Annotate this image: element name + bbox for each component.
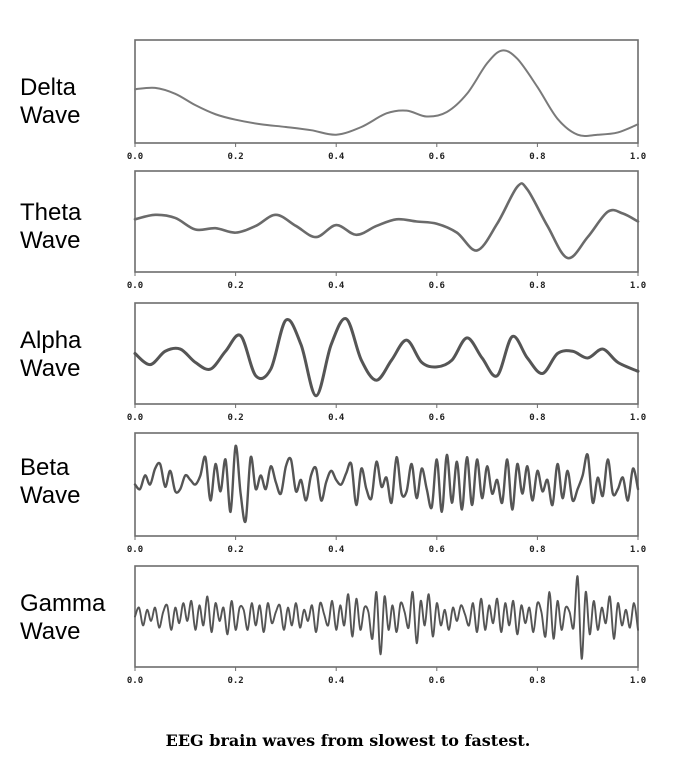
- x-tick-label: 0.0: [127, 281, 143, 291]
- x-tick-label: 0.0: [127, 545, 143, 555]
- x-tick-label: 1.0: [630, 413, 646, 423]
- x-tick-label: 0.8: [529, 152, 545, 162]
- panel-label-beta: Beta Wave: [20, 454, 135, 510]
- panel-label-line1: Theta: [20, 199, 82, 226]
- panel-delta: 0.0 0.2 0.4 0.6 0.8 1.0: [127, 39, 646, 162]
- wave-line-theta: [133, 182, 640, 260]
- x-tick-label: 0.6: [429, 676, 445, 686]
- panel-beta: 0.0 0.2 0.4 0.6 0.8 1.0: [127, 432, 646, 555]
- panel-gamma: 0.0 0.2 0.4 0.6 0.8 1.0: [127, 565, 646, 686]
- x-tick-label: 0.2: [227, 152, 243, 162]
- panel-label-line2: Wave: [20, 227, 81, 254]
- panel-label-gamma: Gamma Wave: [20, 590, 135, 646]
- x-tick-label: 0.6: [429, 413, 445, 423]
- panel-label-alpha: Alpha Wave: [20, 327, 135, 383]
- x-tick-label: 0.4: [328, 413, 345, 423]
- panel-theta: 0.0 0.2 0.4 0.6 0.8 1.0: [127, 170, 646, 291]
- panel-label-line1: Beta: [20, 454, 70, 481]
- x-tick-label: 0.0: [127, 152, 143, 162]
- x-tick-label: 0.4: [328, 676, 345, 686]
- x-tick-label: 1.0: [630, 281, 646, 291]
- panel-label-line2: Wave: [20, 618, 81, 645]
- x-tick-label: 0.2: [227, 413, 243, 423]
- plot-frame: [134, 302, 639, 405]
- x-tick-label: 1.0: [630, 152, 646, 162]
- x-tick-label: 0.6: [429, 281, 445, 291]
- x-tick-label: 0.4: [328, 152, 345, 162]
- x-tick-label: 0.8: [529, 676, 545, 686]
- x-tick-label: 0.4: [328, 281, 345, 291]
- panel-label-delta: Delta Wave: [20, 74, 135, 130]
- plot-frame: [134, 432, 639, 537]
- x-tick-label: 0.6: [429, 545, 445, 555]
- panel-label-line2: Wave: [20, 355, 81, 382]
- wave-line-delta: [134, 49, 639, 137]
- x-tick-label: 0.2: [227, 676, 243, 686]
- x-tick-label: 1.0: [630, 676, 646, 686]
- x-tick-label: 1.0: [630, 545, 646, 555]
- x-tick-label: 0.8: [529, 545, 545, 555]
- wave-line-alpha: [133, 317, 640, 398]
- x-tick-label: 0.6: [429, 152, 445, 162]
- panel-label-theta: Theta Wave: [20, 199, 135, 255]
- x-tick-label: 0.8: [529, 413, 545, 423]
- panel-label-line1: Alpha: [20, 327, 82, 354]
- panel-label-line2: Wave: [20, 482, 81, 509]
- wave-line-gamma: [134, 575, 639, 660]
- panel-alpha: 0.0 0.2 0.4 0.6 0.8 1.0: [127, 302, 646, 423]
- x-tick-label: 0.0: [127, 676, 143, 686]
- x-tick-label: 0.8: [529, 281, 545, 291]
- x-tick-label: 0.2: [227, 545, 243, 555]
- panel-label-line1: Delta: [20, 74, 77, 101]
- x-tick-label: 0.0: [127, 413, 143, 423]
- panel-label-line2: Wave: [20, 102, 81, 129]
- wave-line-beta: [133, 444, 640, 524]
- x-tick-label: 0.2: [227, 281, 243, 291]
- plot-frame: [134, 39, 639, 144]
- x-tick-label: 0.4: [328, 545, 345, 555]
- figure-caption: EEG brain waves from slowest to fastest.: [165, 731, 531, 750]
- panel-label-line1: Gamma: [20, 590, 106, 617]
